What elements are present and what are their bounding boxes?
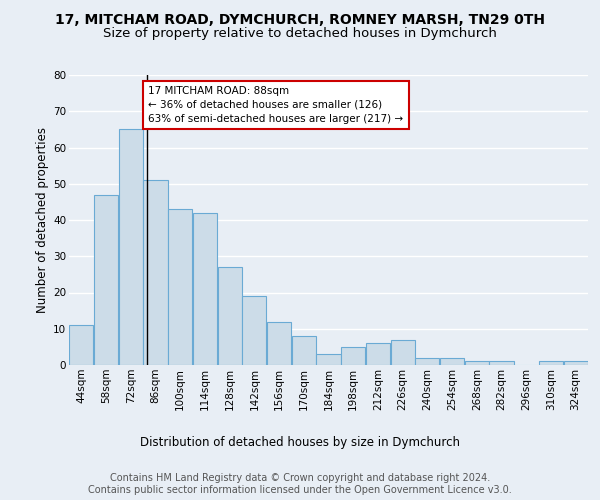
Bar xyxy=(193,213,217,365)
Bar xyxy=(292,336,316,365)
Text: 17, MITCHAM ROAD, DYMCHURCH, ROMNEY MARSH, TN29 0TH: 17, MITCHAM ROAD, DYMCHURCH, ROMNEY MARS… xyxy=(55,12,545,26)
Text: Contains HM Land Registry data © Crown copyright and database right 2024.
Contai: Contains HM Land Registry data © Crown c… xyxy=(88,474,512,495)
Bar xyxy=(168,209,193,365)
Bar xyxy=(69,325,94,365)
Bar xyxy=(490,362,514,365)
Bar xyxy=(539,362,563,365)
Bar xyxy=(316,354,341,365)
Bar xyxy=(218,267,242,365)
Bar xyxy=(366,343,390,365)
Bar xyxy=(341,347,365,365)
Text: Size of property relative to detached houses in Dymchurch: Size of property relative to detached ho… xyxy=(103,28,497,40)
Text: Distribution of detached houses by size in Dymchurch: Distribution of detached houses by size … xyxy=(140,436,460,449)
Bar xyxy=(391,340,415,365)
Y-axis label: Number of detached properties: Number of detached properties xyxy=(36,127,49,313)
Bar xyxy=(415,358,439,365)
Bar xyxy=(242,296,266,365)
Bar xyxy=(143,180,167,365)
Text: 17 MITCHAM ROAD: 88sqm
← 36% of detached houses are smaller (126)
63% of semi-de: 17 MITCHAM ROAD: 88sqm ← 36% of detached… xyxy=(148,86,404,124)
Bar xyxy=(119,130,143,365)
Bar xyxy=(440,358,464,365)
Bar xyxy=(464,362,489,365)
Bar xyxy=(267,322,291,365)
Bar xyxy=(563,362,588,365)
Bar xyxy=(94,194,118,365)
